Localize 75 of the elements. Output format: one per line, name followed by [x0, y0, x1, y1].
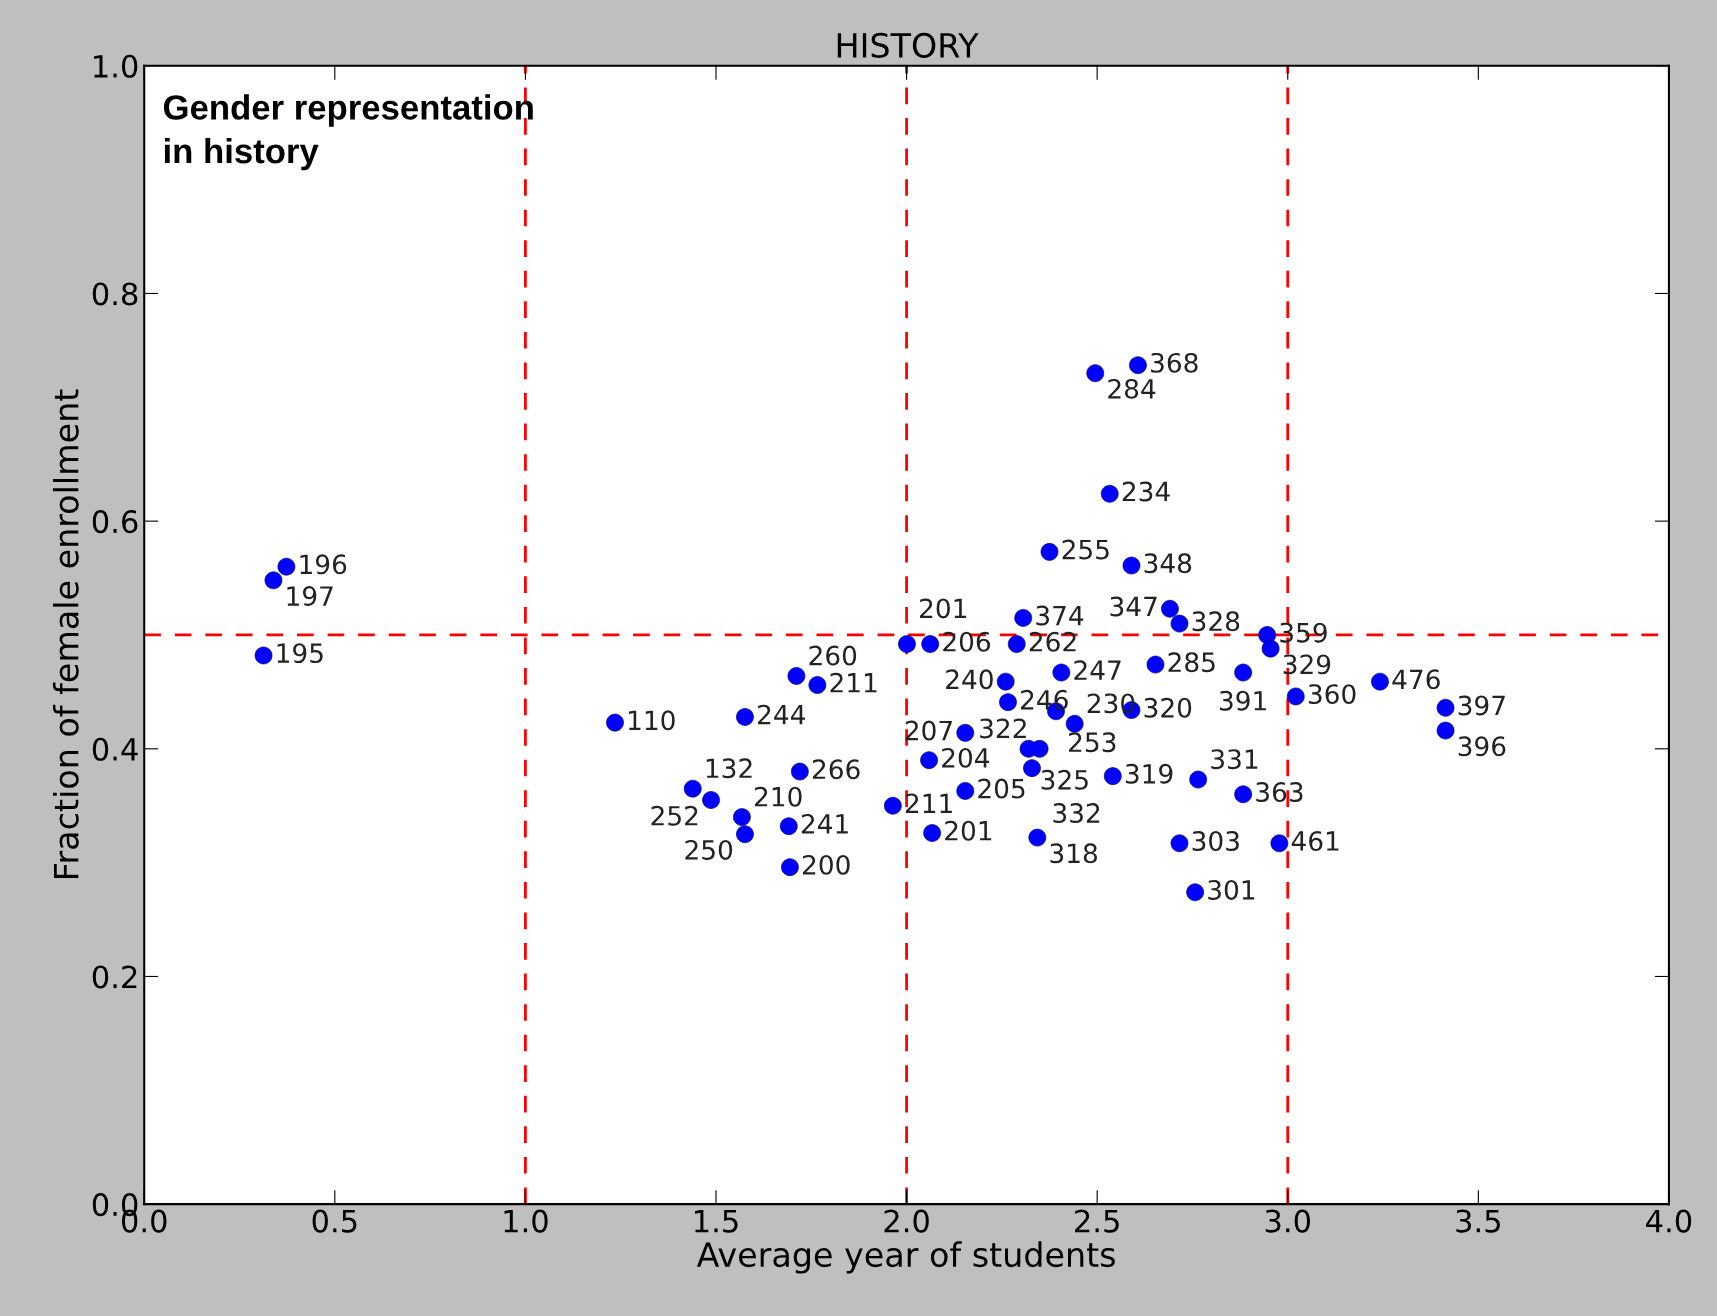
annotation: 368	[1151, 352, 1198, 373]
annotation: 241	[801, 813, 848, 834]
annotation: 391	[1219, 690, 1266, 711]
point	[606, 713, 624, 732]
point	[921, 635, 940, 653]
x-tick-label: 2.0	[884, 1209, 929, 1233]
annotation: 250	[685, 839, 733, 860]
x-tick-label: 0.5	[312, 1209, 357, 1233]
annotation: 234	[1122, 481, 1170, 502]
x-axis-title: Average year of students	[696, 1241, 1115, 1274]
annotation: 253	[1069, 732, 1116, 753]
annotation: 363	[1256, 782, 1303, 802]
x-tick-label: 3.5	[1456, 1209, 1500, 1233]
annotation: 252	[651, 805, 698, 826]
annotation: 201	[920, 598, 966, 619]
annotation: 374	[1036, 605, 1084, 626]
annotation: 329	[1283, 654, 1331, 675]
annotation: 262	[1029, 631, 1076, 652]
annotation: 348	[1144, 553, 1192, 574]
annotation: 205	[978, 778, 1025, 799]
annotation: 332	[1053, 803, 1100, 824]
annotation: 196	[300, 554, 347, 575]
annotation: 301	[1208, 879, 1255, 900]
y-tick-label: 0.6	[92, 510, 138, 534]
annotation: 255	[1062, 539, 1109, 560]
annotation: 204	[942, 747, 990, 768]
annotation: 319	[1125, 763, 1173, 784]
annotation: 240	[946, 669, 993, 690]
y-axis-title: Fraction of female enrollment	[52, 389, 79, 878]
annotation: 200	[802, 854, 850, 875]
y-tick-label: 0.4	[92, 737, 138, 761]
annotation: 206	[943, 631, 991, 652]
annotation: 230	[1087, 693, 1135, 714]
annotation: 320	[1144, 697, 1192, 718]
annotation: 247	[1074, 660, 1121, 680]
x-tick-label: 2.5	[1075, 1209, 1119, 1233]
annotation: 260	[809, 645, 857, 666]
annotation: 396	[1458, 736, 1506, 757]
annotation: 197	[287, 586, 333, 607]
annotation: 246	[1021, 689, 1068, 710]
annotation: Gender representation in history	[163, 94, 533, 171]
annotation: 359	[1280, 622, 1327, 643]
x-tick-label: 4.0	[1646, 1209, 1692, 1233]
x-tick-label: 1.0	[504, 1209, 548, 1233]
point	[1122, 556, 1141, 575]
annotation: 201	[945, 820, 992, 841]
y-tick-label: 0.2	[92, 965, 137, 989]
annotation: 322	[980, 718, 1026, 739]
x-tick-label: 1.5	[695, 1209, 738, 1233]
annotation: 347	[1110, 596, 1157, 617]
annotation: 461	[1291, 830, 1339, 851]
annotation: 284	[1108, 378, 1156, 399]
y-tick-label: 1.0	[94, 54, 138, 78]
annotation: 132	[706, 758, 752, 779]
annotation: 110	[628, 710, 675, 731]
annotation: 211	[830, 672, 877, 693]
annotation: 318	[1050, 843, 1097, 864]
annotation: 207	[905, 720, 952, 741]
x-tick-label: 3.0	[1265, 1209, 1311, 1233]
annotation: 397	[1458, 695, 1505, 716]
annotation: 328	[1192, 611, 1240, 632]
point	[1170, 834, 1189, 853]
annotation: 244	[758, 704, 805, 725]
y-tick-label: 0.8	[92, 282, 138, 306]
annotation: 210	[754, 786, 802, 807]
annotation: 285	[1168, 652, 1215, 673]
annotation: 303	[1192, 830, 1239, 851]
annotation: 331	[1211, 749, 1258, 770]
chart-title: HISTORY	[837, 32, 979, 58]
annotation: 360	[1308, 684, 1356, 705]
annotation: 211	[905, 793, 952, 813]
annotation: 476	[1392, 669, 1440, 690]
annotation: 325	[1041, 769, 1088, 790]
annotation: 195	[277, 643, 323, 664]
annotation: 266	[812, 759, 860, 780]
